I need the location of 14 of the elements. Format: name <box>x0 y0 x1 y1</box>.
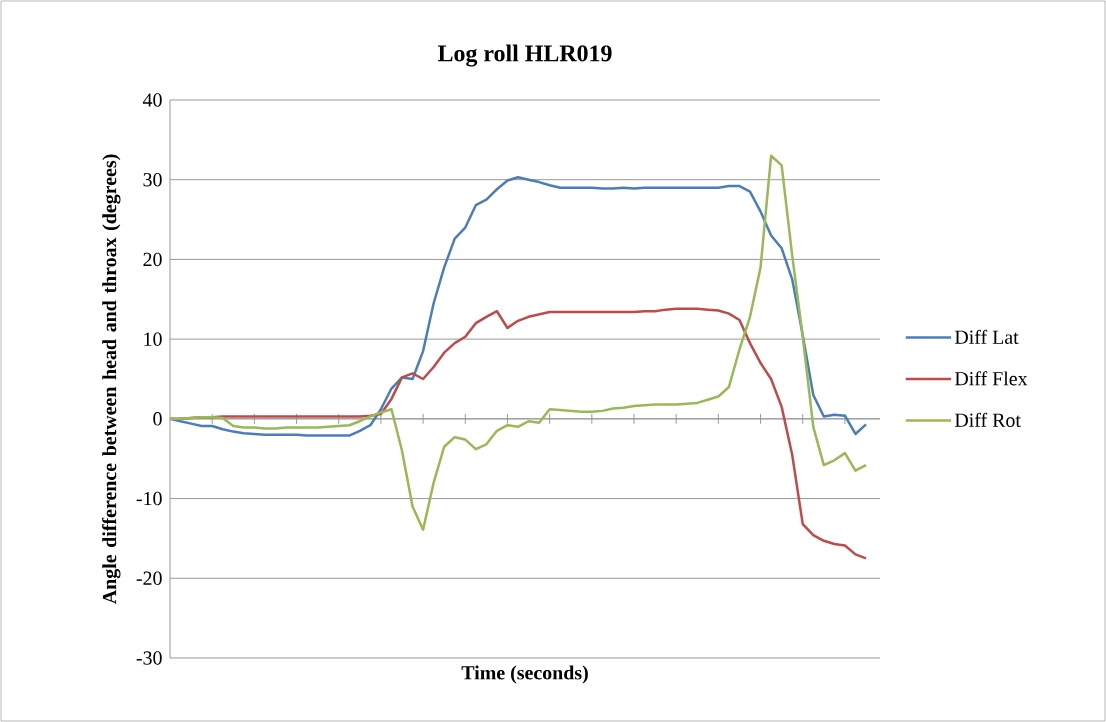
legend-label: Diff Rot <box>954 412 1021 427</box>
y-tick-label: 30 <box>143 172 162 187</box>
chart-title: Log roll HLR019 <box>437 44 612 67</box>
legend-label: Diff Lat <box>954 329 1019 344</box>
y-tick-label: -30 <box>136 651 162 665</box>
y-tick-label: 20 <box>143 252 162 267</box>
y-tick-label: 40 <box>142 93 162 107</box>
y-tick-label: 10 <box>144 332 162 346</box>
legend-label: Diff Flex <box>954 371 1028 386</box>
x-axis-title: Time (seconds) <box>461 665 588 684</box>
y-tick-label: 0 <box>153 412 162 426</box>
y-tick-label: -10 <box>136 491 162 506</box>
y-axis-title: Angle difference between head and throax (degrees) <box>102 154 121 605</box>
y-tick-label: -20 <box>136 571 162 585</box>
